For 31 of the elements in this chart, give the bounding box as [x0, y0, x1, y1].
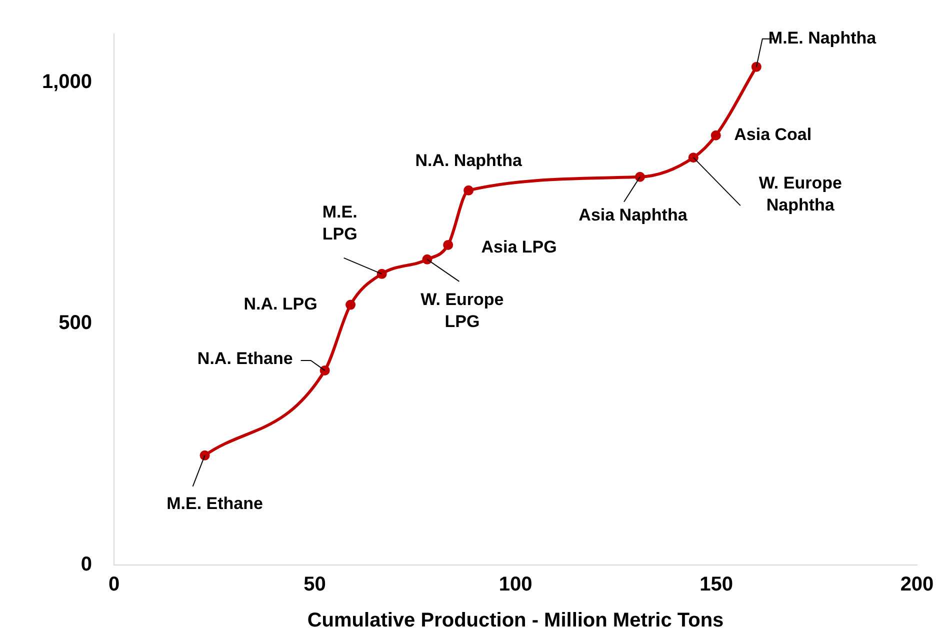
y-tick-label: 1,000: [42, 70, 92, 93]
y-tick-label: 0: [80, 554, 92, 576]
annotation: Asia Naphtha: [578, 206, 688, 225]
annotation: Asia Coal: [734, 125, 812, 144]
x-tick-label: 200: [900, 574, 934, 596]
annotation: N.A. LPG: [244, 294, 318, 314]
annotation: N.A. Naphtha: [415, 151, 522, 170]
point: [688, 152, 698, 163]
point: [376, 268, 387, 279]
point: [751, 62, 762, 72]
x-axis-title: Cumulative Production - Million Metric Tons: [307, 610, 724, 632]
point: [346, 300, 356, 310]
point: [422, 254, 432, 264]
annotation: Asia LPG: [481, 238, 557, 257]
point: [320, 365, 330, 376]
annotation: M.E. Naphtha: [768, 28, 877, 48]
y-tick-label: 500: [58, 312, 92, 334]
point: [710, 130, 721, 140]
x-tick-label: 50: [304, 574, 326, 596]
annotation: N.A. Ethane: [197, 349, 293, 368]
annotation: M.E. Ethane: [166, 494, 263, 514]
point: [200, 450, 210, 460]
annotation: M.E. LPG: [322, 202, 358, 244]
point: [443, 240, 454, 250]
annotation: W. Europe Naphtha: [758, 173, 842, 214]
annotation: W. Europe LPG: [420, 290, 504, 332]
x-tick-label: 150: [700, 574, 733, 596]
x-tick-label: 100: [498, 574, 532, 596]
point: [464, 185, 474, 196]
x-tick-label: 0: [108, 574, 120, 596]
point: [634, 172, 645, 182]
